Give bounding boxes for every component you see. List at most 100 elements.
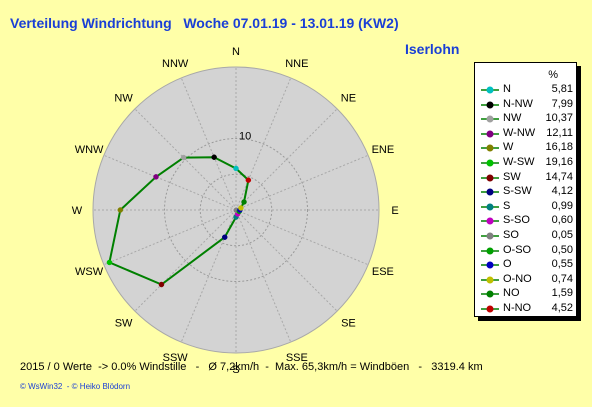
legend-value: 4,12 bbox=[551, 185, 573, 198]
legend-label: NW bbox=[503, 112, 522, 125]
legend-marker bbox=[481, 130, 499, 138]
legend-value: 19,16 bbox=[545, 156, 573, 168]
direction-label-wsw: WSW bbox=[75, 266, 104, 278]
legend-marker bbox=[481, 144, 499, 152]
legend-value: 7,99 bbox=[551, 97, 573, 110]
direction-label-e: E bbox=[391, 205, 398, 217]
chart-title: Verteilung Windrichtung Woche 07.01.19 -… bbox=[10, 15, 399, 31]
legend-row-w-nw: W-NW 12,11 bbox=[479, 127, 573, 142]
legend-row-s-so: S-SO 0,60 bbox=[479, 214, 573, 229]
data-point-w-nw bbox=[153, 174, 159, 180]
legend-label: N-NO bbox=[503, 302, 532, 314]
legend-value: 1,59 bbox=[551, 287, 573, 300]
rose-ring-1 bbox=[164, 138, 308, 282]
legend-value: 0,74 bbox=[551, 272, 573, 285]
data-point-n-no bbox=[245, 177, 252, 183]
legend-label: N-NW bbox=[503, 97, 533, 110]
data-point-n bbox=[233, 165, 239, 172]
legend-value: 0,50 bbox=[551, 243, 573, 256]
legend-label: O-NO bbox=[503, 272, 532, 285]
direction-label-ene: ENE bbox=[372, 144, 395, 156]
legend-row-w-sw: W-SW 19,16 bbox=[479, 156, 573, 171]
legend-value: 14,74 bbox=[545, 170, 573, 183]
direction-label-sse: SSE bbox=[286, 352, 308, 364]
legend-marker bbox=[481, 101, 499, 109]
legend-marker bbox=[481, 290, 499, 298]
legend-row-so: SO 0,05 bbox=[479, 229, 573, 244]
data-point-n-nw bbox=[211, 154, 217, 160]
legend-marker bbox=[481, 232, 499, 240]
legend-value: 16,18 bbox=[545, 141, 573, 154]
legend-label: S-SW bbox=[503, 185, 532, 198]
ring-value-label: 10 bbox=[239, 131, 251, 143]
location-label: Iserlohn bbox=[405, 41, 460, 57]
direction-label-se: SE bbox=[341, 317, 356, 329]
direction-label-w: W bbox=[72, 205, 83, 217]
legend-label: W-SW bbox=[503, 156, 535, 168]
legend-value: 5,81 bbox=[551, 83, 573, 95]
legend-row-w: W 16,18 bbox=[479, 141, 573, 156]
legend-row-s: S 0,99 bbox=[479, 200, 573, 215]
data-point-o-no bbox=[238, 205, 244, 211]
legend-marker bbox=[481, 217, 499, 225]
statistics-footer: 2015 / 0 Werte -> 0.0% Windstille - Ø 7,… bbox=[20, 361, 483, 373]
legend-row-o-no: O-NO 0,74 bbox=[479, 273, 573, 288]
legend-marker bbox=[481, 203, 499, 211]
legend-value: 0,55 bbox=[551, 258, 573, 271]
legend-value: 0,60 bbox=[551, 214, 573, 227]
direction-label-n: N bbox=[232, 46, 240, 58]
credits: © WsWin32 - © Heiko Blödorn bbox=[20, 382, 131, 391]
legend-label: SO bbox=[503, 229, 519, 241]
direction-label-ne: NE bbox=[341, 93, 356, 105]
direction-label-nnw: NNW bbox=[162, 58, 189, 70]
data-point-sw bbox=[158, 281, 165, 288]
legend-marker bbox=[481, 86, 499, 94]
legend-marker bbox=[481, 115, 499, 123]
data-point-no bbox=[241, 199, 247, 205]
data-point-s-sw bbox=[221, 234, 228, 240]
legend-marker bbox=[481, 159, 499, 167]
legend-row-no: NO 1,59 bbox=[479, 287, 573, 302]
legend-row-sw: SW 14,74 bbox=[479, 171, 573, 186]
legend-marker bbox=[481, 276, 499, 284]
direction-label-s: S bbox=[232, 364, 239, 376]
legend: % N 5,81 N-NW 7,99 NW 10,37 W-NW 12,11 W 16,18 W-S… bbox=[474, 62, 577, 317]
legend-label: SW bbox=[503, 170, 521, 183]
legend-label: NO bbox=[503, 287, 520, 300]
legend-row-n: N 5,81 bbox=[479, 83, 573, 98]
legend-value: 4,52 bbox=[551, 302, 573, 314]
legend-marker bbox=[481, 188, 499, 196]
legend-label: O bbox=[503, 258, 512, 271]
legend-row-n-nw: N-NW 7,99 bbox=[479, 98, 573, 113]
legend-label: N bbox=[503, 83, 511, 95]
rose-ring-2 bbox=[199, 173, 273, 247]
legend-label: S-SO bbox=[503, 214, 530, 227]
data-point-nw bbox=[180, 154, 187, 161]
legend-row-o-so: O-SO 0,50 bbox=[479, 244, 573, 259]
legend-label: O-SO bbox=[503, 243, 532, 256]
legend-row-o: O 0,55 bbox=[479, 258, 573, 273]
direction-label-nne: NNE bbox=[285, 58, 308, 70]
direction-label-ese: ESE bbox=[372, 266, 394, 278]
direction-label-ssw: SSW bbox=[163, 352, 189, 364]
legend-label: W bbox=[503, 141, 514, 154]
data-point-w-sw bbox=[106, 259, 113, 266]
legend-value: 0,99 bbox=[551, 199, 573, 212]
legend-value: 10,37 bbox=[545, 112, 573, 125]
legend-marker bbox=[481, 174, 499, 182]
legend-label: S bbox=[503, 199, 511, 212]
legend-label: W-NW bbox=[503, 126, 536, 139]
direction-label-wnw: WNW bbox=[75, 144, 104, 156]
data-point-w bbox=[117, 207, 124, 213]
direction-label-sw: SW bbox=[115, 317, 133, 329]
legend-row-s-sw: S-SW 4,12 bbox=[479, 185, 573, 200]
legend-marker bbox=[481, 261, 499, 269]
legend-row-n-no: N-NO 4,52 bbox=[479, 302, 573, 317]
legend-row-nw: NW 10,37 bbox=[479, 112, 573, 127]
direction-label-nw: NW bbox=[114, 93, 133, 105]
legend-value: 12,11 bbox=[546, 126, 573, 139]
legend-marker bbox=[481, 247, 499, 255]
legend-unit-header: % bbox=[548, 69, 558, 81]
legend-marker bbox=[481, 305, 499, 313]
